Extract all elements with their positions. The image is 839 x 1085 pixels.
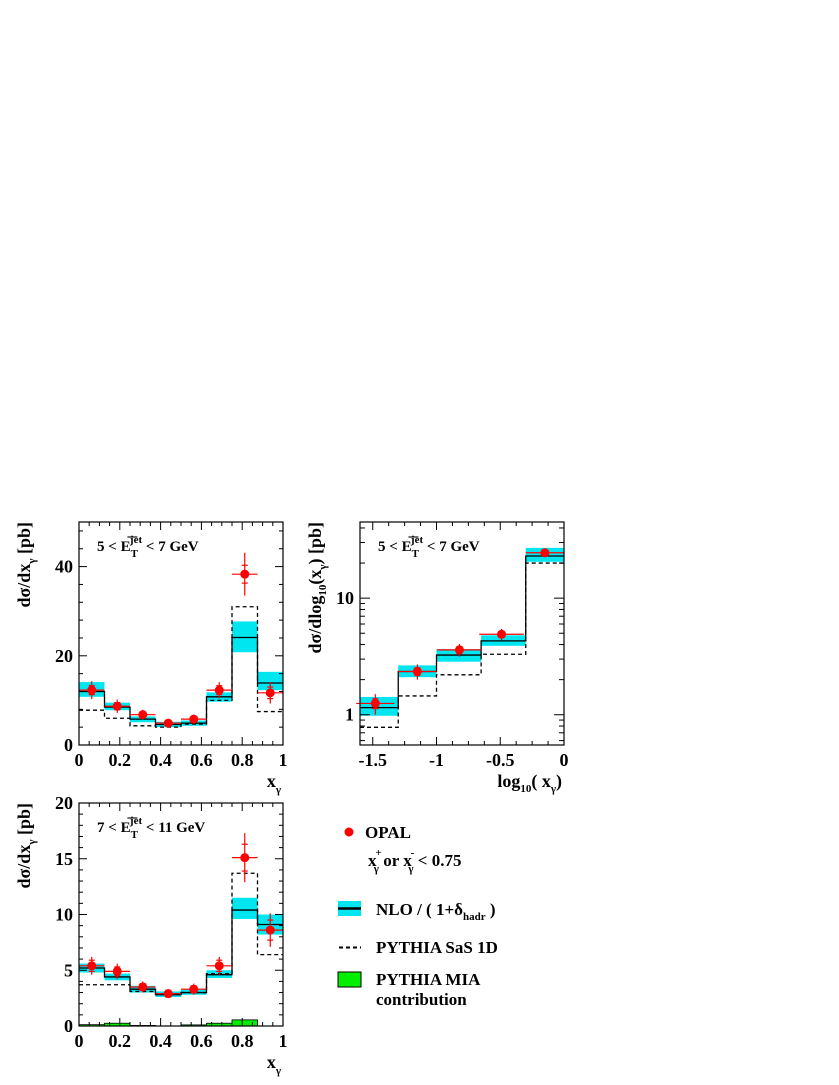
legend-mia-label-line1: PYTHIA MIA [376, 970, 481, 989]
opal-point [232, 833, 258, 883]
opal-marker [214, 685, 224, 695]
opal-point [257, 682, 283, 704]
legend-pythia-label: PYTHIA SaS 1D [376, 938, 498, 957]
opal-point [181, 714, 207, 724]
x-tick-label: 0 [75, 1031, 84, 1051]
opal-point [206, 682, 232, 699]
opal-marker [138, 710, 148, 720]
opal-point [232, 552, 258, 596]
opal-marker [189, 984, 199, 994]
x-tick-label: 0 [75, 750, 84, 770]
x-tick-label: 0.2 [109, 750, 132, 770]
opal-marker [265, 925, 275, 935]
opal-marker [240, 569, 250, 579]
opal-point [181, 983, 207, 995]
opal-marker [497, 629, 507, 639]
opal-point [398, 664, 437, 680]
x-tick-label: 1 [279, 750, 288, 770]
x-tick-label: 0 [560, 750, 569, 770]
panel-range-label: 5 < ETjet < 7 GeV [378, 534, 480, 560]
y-tick-label: 40 [55, 557, 73, 577]
nlo-band-bin [257, 671, 283, 691]
y-tick-label: 20 [55, 793, 73, 813]
opal-point [130, 709, 156, 720]
x-tick-label: 1 [279, 1031, 288, 1051]
opal-point [257, 913, 283, 947]
y-tick-label: 15 [55, 849, 73, 869]
x-tick-label: 0.4 [149, 750, 172, 770]
x-tick-label: -0.5 [486, 750, 515, 770]
x-axis-title: log10( xγ) [497, 771, 562, 795]
nlo-band-bin [232, 897, 258, 919]
y-tick-label: 1 [345, 705, 354, 725]
y-axis-title: dσ/dlog10(xγ) [pb] [305, 522, 329, 654]
opal-marker [265, 688, 275, 698]
panel-range-label: 7 < ETjet < 11 GeV [97, 815, 205, 841]
legend-opal-marker [344, 827, 354, 837]
opal-point [79, 681, 105, 700]
x-tick-label: 0.8 [231, 750, 254, 770]
opal-point [356, 694, 395, 715]
opal-point [130, 981, 156, 993]
opal-marker [370, 698, 380, 708]
opal-marker [214, 961, 224, 971]
opal-marker [454, 645, 464, 655]
opal-marker [240, 853, 250, 863]
x-axis-title: xγ [267, 1052, 281, 1077]
opal-point [206, 956, 232, 975]
opal-point [155, 718, 181, 728]
legend-mia-label-line2: contribution [376, 990, 467, 1009]
y-axis-title: dσ/dxγ [pb] [14, 803, 38, 889]
opal-marker [112, 701, 122, 711]
legend-mia-box [337, 971, 362, 988]
nlo-line [360, 555, 564, 709]
opal-marker [112, 966, 122, 976]
legend-nlo-label: NLO / ( 1+δhadr ) [376, 900, 496, 923]
legend: OPAL x+ γ or x-γ < 0.75 NLO / ( 1+δhadr )… [337, 823, 498, 1009]
opal-point [525, 548, 564, 558]
opal-point [155, 989, 181, 999]
panel-top-right: -1.5 -1 -0.5 0 1 10 5 < ETjet < 7 GeV log10( xγ… [305, 521, 569, 795]
x-tick-label: -1 [429, 750, 444, 770]
x-axis-title: xγ [267, 771, 281, 796]
panel-top-left: 0 0.2 0.4 0.6 0.8 1 0 20 40 5 < ETjet < 7 GeV xγ dσ… [14, 521, 288, 796]
y-tick-label: 10 [336, 588, 354, 608]
opal-point [479, 628, 524, 641]
x-tick-label: 0.6 [190, 750, 213, 770]
x-tick-label: 0.8 [231, 1031, 254, 1051]
pythia-line [79, 606, 283, 728]
opal-point [79, 956, 105, 975]
legend-opal-label: OPAL [365, 823, 411, 842]
nlo-band-bin [360, 696, 399, 716]
opal-marker [189, 714, 199, 724]
opal-marker [163, 718, 173, 728]
x-tick-label: 0.4 [149, 1031, 172, 1051]
x-tick-label: -1.5 [359, 750, 388, 770]
opal-point [437, 643, 482, 657]
x-tick-label: 0.6 [190, 1031, 213, 1051]
pythia-line [79, 872, 283, 995]
y-axis-title: dσ/dxγ [pb] [14, 522, 38, 608]
y-tick-label: 0 [64, 735, 73, 755]
y-tick-label: 5 [64, 960, 73, 980]
mia-bar [231, 1019, 258, 1027]
opal-point [104, 699, 130, 713]
opal-marker [412, 666, 422, 676]
panel-range-label: 5 < ETjet < 7 GeV [97, 534, 199, 560]
nlo-line [79, 909, 283, 996]
opal-marker [163, 989, 173, 999]
opal-marker [138, 982, 148, 992]
y-tick-label: 0 [64, 1016, 73, 1036]
opal-marker [87, 685, 97, 695]
y-tick-label: 10 [55, 905, 73, 925]
x-tick-label: 0.2 [109, 1031, 132, 1051]
legend-cut-label: x+ γ or x-γ < 0.75 [368, 847, 461, 875]
nlo-band-bin [232, 621, 258, 653]
opal-marker [540, 548, 550, 558]
opal-point [104, 963, 130, 980]
opal-marker [87, 961, 97, 971]
y-tick-label: 20 [55, 646, 73, 666]
